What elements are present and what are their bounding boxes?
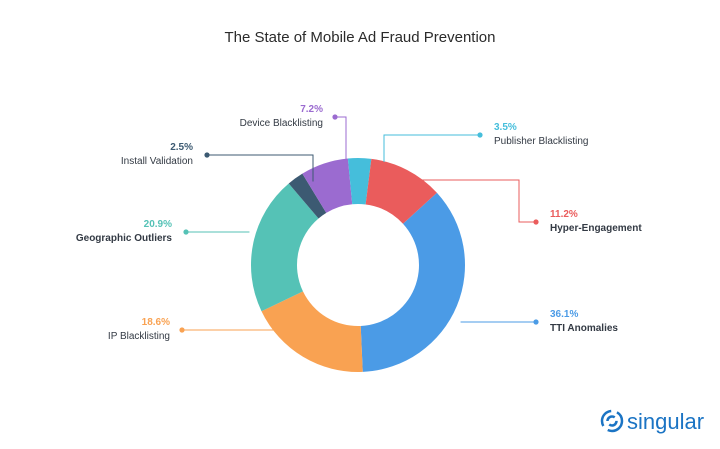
slice-ip-blacklisting: [261, 291, 363, 372]
callout-dot: [533, 219, 539, 225]
donut-slices: [251, 158, 465, 372]
data-label-category: Install Validation: [121, 156, 193, 167]
data-label-value: 18.6%: [142, 317, 170, 328]
data-label-value: 3.5%: [494, 122, 517, 133]
callout-dot: [533, 319, 539, 325]
data-label-category: Geographic Outliers: [76, 233, 173, 244]
brand-logo: singular: [600, 409, 704, 434]
data-label-category: Publisher Blacklisting: [494, 136, 589, 147]
data-label-value: 7.2%: [300, 104, 323, 115]
slice-tti-anomalies: [360, 192, 465, 372]
callout-dot: [477, 132, 483, 138]
slice-install-validation: [288, 173, 327, 219]
callout-dot: [204, 152, 210, 158]
chart-title: The State of Mobile Ad Fraud Prevention: [225, 29, 496, 46]
data-label-category: TTI Anomalies: [550, 323, 618, 334]
singular-logo-icon: [600, 409, 624, 433]
data-label-category: IP Blacklisting: [108, 331, 170, 342]
callout-line: [207, 154, 314, 182]
slice-hyper-engagement: [365, 158, 437, 224]
data-label-value: 2.5%: [170, 142, 193, 153]
slice-publisher-blacklisting: [347, 158, 372, 205]
callout-line: [383, 134, 480, 163]
data-label-category: Device Blacklisting: [240, 118, 323, 129]
callout-line: [408, 179, 536, 223]
callout-dot: [183, 229, 189, 235]
brand-name: singular: [627, 409, 704, 434]
data-label-value: 20.9%: [144, 219, 172, 230]
slice-device-blacklisting: [302, 158, 353, 213]
callout-line: [335, 116, 347, 168]
data-label-value: 36.1%: [550, 309, 578, 320]
data-label-category: Hyper-Engagement: [550, 223, 642, 234]
callout-dot: [179, 327, 185, 333]
data-label-value: 11.2%: [550, 209, 578, 220]
slice-callouts: 36.1% TTI Anomalies 18.6% IP Blacklisting 20…: [76, 104, 642, 342]
callout-dot: [332, 114, 338, 120]
slice-geographic-outliers: [251, 183, 319, 312]
